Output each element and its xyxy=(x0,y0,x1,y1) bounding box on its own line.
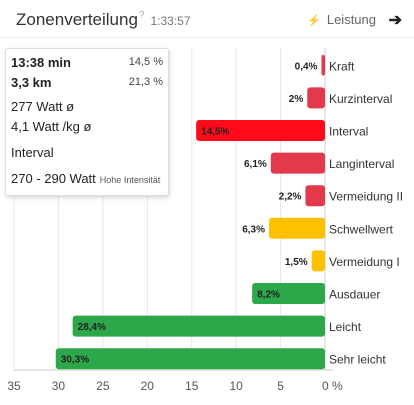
category-label: Vermeidung II xyxy=(329,190,403,204)
tooltip-distance-row: 3,3 km 21,3 % xyxy=(11,75,163,90)
tooltip-time-pct: 14,5 % xyxy=(128,56,163,68)
zone-tooltip: 13:38 min 14,5 % 3,3 km 21,3 % 277 Watt … xyxy=(5,48,169,196)
total-duration: 1:33:57 xyxy=(150,14,191,28)
value-label: 1,5% xyxy=(285,257,308,268)
x-tick-label: 0 % xyxy=(322,379,343,393)
help-icon[interactable]: ? xyxy=(138,10,145,21)
widget-title: Zonenverteilung? 1:33:57 xyxy=(16,10,191,30)
metric-selector[interactable]: ⚡ Leistung xyxy=(307,12,376,27)
tooltip-distance-pct: 21,3 % xyxy=(128,76,163,88)
x-tick-label: 15 xyxy=(185,379,199,393)
bar-sehr-leicht xyxy=(55,348,326,370)
value-label: 14,5% xyxy=(201,127,229,138)
x-tick-label: 10 xyxy=(229,379,243,393)
tooltip-power-per-kg: 4,1 Watt /kg ø xyxy=(11,119,92,134)
category-label: Vermeidung I xyxy=(329,255,400,269)
bar-schwellwert xyxy=(269,217,325,239)
tooltip-zone: Interval xyxy=(11,145,54,160)
bar-kraft xyxy=(321,54,325,76)
widget-header: Zonenverteilung? 1:33:57 ⚡ Leistung ➔ xyxy=(0,0,414,38)
category-label: Langinterval xyxy=(329,157,394,171)
bar-leicht xyxy=(72,315,325,337)
tooltip-range-row: 270 - 290 Watt Hohe Intensität xyxy=(11,171,163,186)
category-label: Interval xyxy=(329,125,368,139)
tooltip-time: 13:38 min xyxy=(11,55,71,70)
bar-interval xyxy=(196,120,325,141)
value-label: 28,4% xyxy=(78,322,106,333)
x-tick-label: 5 xyxy=(277,379,284,393)
x-tick-label: 20 xyxy=(141,379,155,393)
value-label: 6,1% xyxy=(244,159,267,170)
x-tick-label: 25 xyxy=(96,379,110,393)
arrow-right-icon[interactable]: ➔ xyxy=(388,12,402,29)
x-tick-label: 30 xyxy=(52,379,66,393)
category-label: Kraft xyxy=(329,59,355,73)
value-label: 8,2% xyxy=(257,290,280,301)
tooltip-intensity: Hohe Intensität xyxy=(99,175,161,185)
bar-vermeidung-i xyxy=(311,250,325,272)
header-divider xyxy=(0,37,414,38)
metric-label: Leistung xyxy=(326,12,376,27)
value-label: 30,3% xyxy=(61,355,89,366)
value-label: 6,3% xyxy=(242,224,265,235)
category-label: Schwellwert xyxy=(329,222,394,236)
category-label: Sehr leicht xyxy=(329,353,386,367)
value-label: 2,2% xyxy=(279,192,302,203)
lightning-icon: ⚡ xyxy=(307,15,321,27)
value-label: 2% xyxy=(289,94,304,105)
bar-langinterval xyxy=(270,152,325,174)
value-label: 0,4% xyxy=(295,61,318,72)
bar-kurzinterval xyxy=(307,87,325,109)
tooltip-power: 277 Watt ø xyxy=(11,99,75,114)
category-label: Kurzinterval xyxy=(329,92,392,106)
category-label: Ausdauer xyxy=(329,288,380,302)
tooltip-distance: 3,3 km xyxy=(11,75,52,90)
bar-ausdauer xyxy=(252,283,325,304)
category-label: Leicht xyxy=(329,320,362,334)
bar-vermeidung-ii xyxy=(305,185,325,207)
x-tick-label: 35 xyxy=(7,379,21,393)
zone-bar-chart: 35 30 25 20 15 10 5 0 % 0,4% Kraft 2% Kurzinterval 1… xyxy=(7,48,403,393)
tooltip-range: 270 - 290 Watt xyxy=(11,171,96,186)
title-text: Zonenverteilung xyxy=(16,10,138,29)
tooltip-time-row: 13:38 min 14,5 % xyxy=(11,55,163,70)
